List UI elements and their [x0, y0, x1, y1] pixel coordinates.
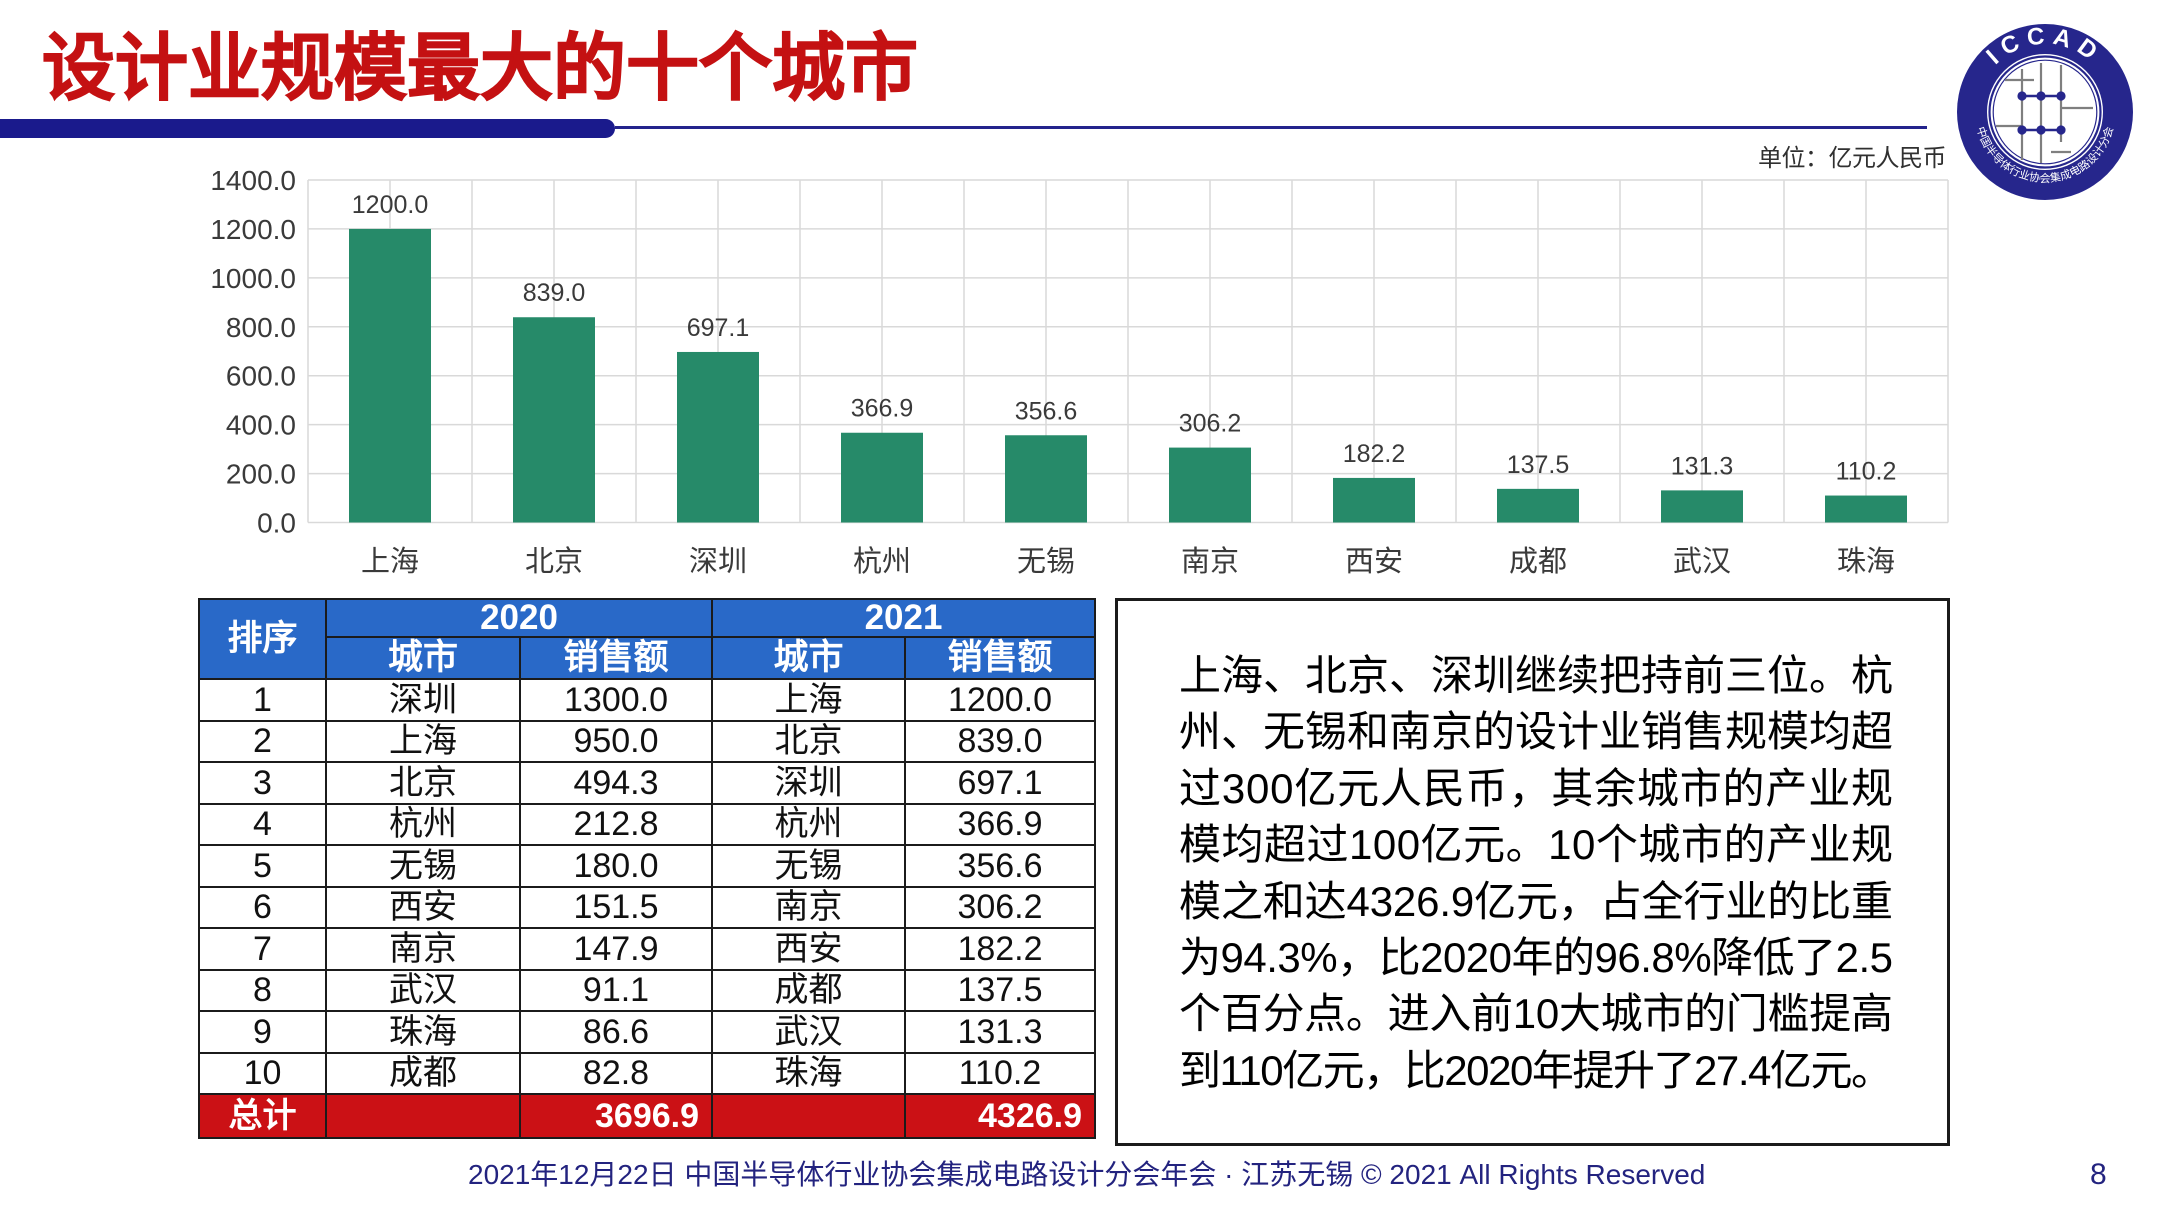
svg-text:无锡: 无锡 [1017, 545, 1075, 578]
svg-text:1400.0: 1400.0 [210, 165, 296, 196]
svg-text:1200.0: 1200.0 [352, 191, 428, 219]
svg-text:深圳: 深圳 [689, 546, 747, 578]
svg-text:137.5: 137.5 [1507, 451, 1570, 479]
svg-text:182.2: 182.2 [1343, 440, 1406, 468]
svg-text:366.9: 366.9 [851, 395, 914, 423]
svg-text:武汉: 武汉 [1673, 546, 1731, 578]
svg-text:成都: 成都 [1509, 545, 1567, 578]
svg-text:839.0: 839.0 [523, 279, 586, 307]
svg-text:0.0: 0.0 [257, 508, 296, 539]
svg-text:800.0: 800.0 [226, 312, 296, 343]
svg-text:306.2: 306.2 [1179, 410, 1242, 438]
svg-text:杭州: 杭州 [853, 545, 911, 578]
svg-text:北京: 北京 [525, 545, 583, 578]
svg-text:1000.0: 1000.0 [210, 263, 296, 294]
svg-text:南京: 南京 [1181, 545, 1239, 578]
svg-text:600.0: 600.0 [226, 361, 296, 392]
svg-text:200.0: 200.0 [226, 459, 296, 490]
svg-text:珠海: 珠海 [1837, 545, 1895, 578]
svg-text:1200.0: 1200.0 [210, 214, 296, 245]
svg-text:697.1: 697.1 [687, 314, 750, 342]
svg-text:356.6: 356.6 [1015, 397, 1078, 425]
svg-text:上海: 上海 [361, 545, 419, 578]
svg-text:110.2: 110.2 [1836, 458, 1897, 486]
svg-text:400.0: 400.0 [226, 410, 296, 441]
svg-text:131.3: 131.3 [1671, 452, 1734, 480]
svg-text:西安: 西安 [1345, 545, 1403, 578]
